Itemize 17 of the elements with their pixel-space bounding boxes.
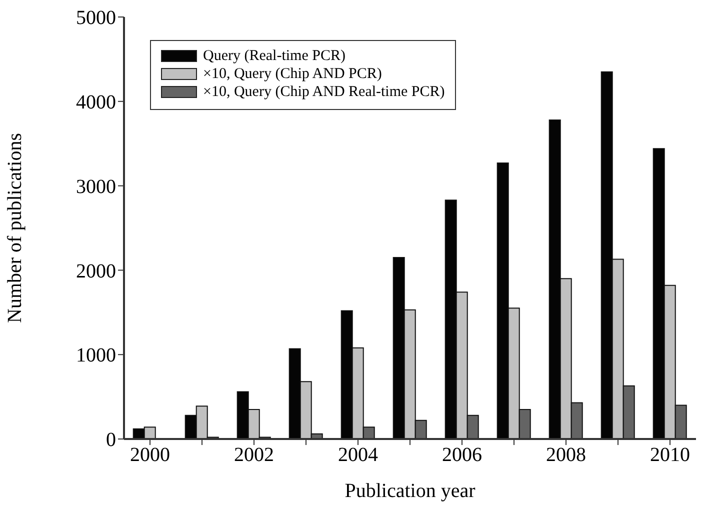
x-tick-label: 2004: [338, 444, 378, 466]
x-tick-label: 2008: [546, 444, 586, 466]
x-axis-title: Publication year: [344, 480, 476, 502]
y-tick-label: 4000: [76, 92, 116, 114]
legend-label: ×10, Query (Chip AND PCR): [203, 65, 382, 83]
legend-label: Query (Real-time PCR): [203, 47, 346, 65]
x-tick-label: 2000: [130, 444, 170, 466]
y-tick-label: 3000: [76, 176, 116, 198]
y-tick-label: 5000: [76, 7, 116, 30]
y-tick-label: 2000: [76, 260, 116, 282]
x-tick-label: 2010: [650, 444, 690, 466]
legend-label: ×10, Query (Chip AND Real-time PCR): [203, 83, 445, 101]
x-tick-label: 2006: [442, 444, 482, 466]
y-tick-label: 0: [106, 429, 116, 452]
y-tick-label: 1000: [76, 344, 116, 367]
y-axis-title: Number of publications: [4, 132, 26, 323]
x-tick-label: 2002: [234, 444, 274, 466]
